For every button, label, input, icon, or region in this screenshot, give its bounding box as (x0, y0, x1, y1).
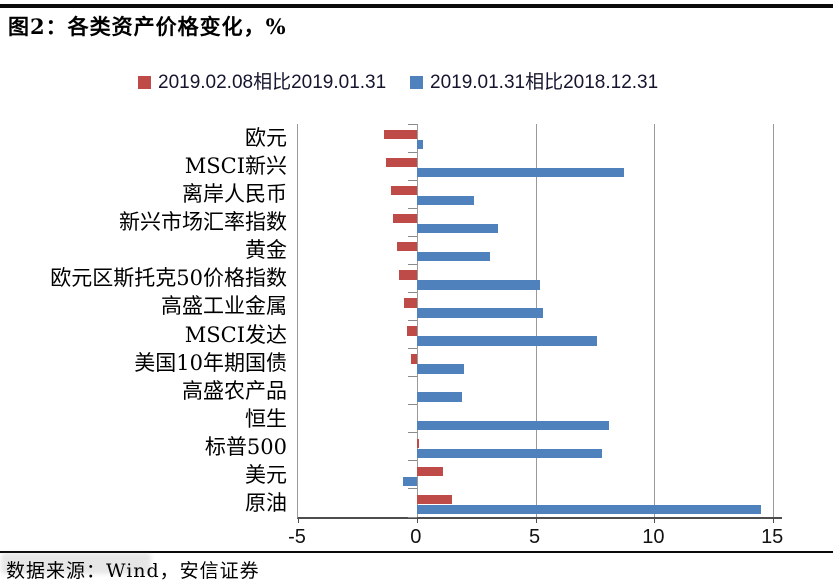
bar-blue-1 (416, 167, 624, 178)
bar-red-0 (383, 129, 417, 140)
category-axis-tick (407, 460, 417, 462)
bar-blue-2 (416, 195, 474, 206)
x-axis-tick--5 (298, 517, 299, 523)
category-axis-tick (407, 488, 417, 490)
x-axis-label-0: 0 (410, 526, 422, 548)
x-axis-label-15: 15 (761, 526, 784, 548)
bar-blue-9 (416, 392, 462, 402)
category-axis-tick (407, 179, 417, 181)
category-label: 欧元 (245, 126, 287, 150)
category-label: 标普500 (204, 434, 287, 459)
top-rule (0, 4, 833, 8)
gridline-5 (535, 124, 537, 517)
category-axis-tick (407, 432, 417, 434)
category-label: 高盛农产品 (182, 378, 287, 403)
category-label: 欧元区斯托克50价格指数 (50, 266, 287, 291)
legend-label-red: 2019.02.08相比2019.01.31 (158, 72, 387, 93)
source-note: 数据来源：Wind，安信证券 (6, 560, 260, 582)
bar-blue-6 (416, 308, 543, 318)
x-axis-tick-0 (416, 517, 418, 523)
category-axis-tick (407, 151, 417, 153)
x-axis-label-5: 5 (529, 526, 541, 548)
bar-blue-3 (416, 224, 498, 234)
gridline-10 (654, 124, 656, 517)
legend-item-red: 2019.02.08相比2019.01.31 (138, 70, 386, 96)
bar-red-7 (407, 326, 417, 336)
category-axis-tick (407, 348, 417, 350)
category-label: 新兴市场汇率指数 (119, 210, 287, 235)
bar-red-3 (393, 214, 417, 224)
category-axis-tick (407, 404, 417, 406)
legend-swatch-red-icon (138, 76, 151, 89)
category-label: 美元 (245, 462, 287, 487)
figure-title: 图2：各类资产价格变化，% (8, 14, 287, 39)
category-axis-tick (407, 207, 417, 209)
bar-blue-13 (416, 504, 762, 515)
bar-red-1 (385, 157, 417, 168)
bar-blue-5 (416, 280, 541, 290)
plot-area (297, 123, 782, 523)
category-label: 美国10年期国债 (134, 350, 287, 375)
gridline-15 (773, 124, 775, 517)
gridline-0 (416, 124, 418, 517)
bar-red-6 (403, 298, 417, 308)
x-axis-label--5: -5 (288, 526, 306, 548)
bar-blue-4 (416, 252, 491, 262)
category-label: 离岸人民币 (182, 182, 287, 207)
bar-blue-8 (416, 364, 465, 374)
category-axis-tick (407, 516, 417, 518)
category-label: 原油 (245, 490, 287, 515)
category-label: MSCI发达 (184, 322, 287, 347)
bar-red-11 (416, 438, 420, 448)
bar-blue-7 (416, 336, 598, 346)
bar-blue-0 (416, 139, 423, 150)
legend-swatch-blue-icon (410, 76, 423, 89)
x-axis-tick-10 (654, 517, 656, 523)
watermark-smudge (1, 553, 151, 574)
bar-red-2 (390, 185, 417, 196)
x-axis-tick-5 (535, 517, 537, 523)
bar-red-4 (396, 242, 417, 252)
x-axis-label-10: 10 (642, 526, 665, 548)
x-axis-tick-15 (773, 517, 775, 523)
category-axis-tick (407, 376, 417, 378)
category-axis-tick (407, 235, 417, 237)
category-label: 恒生 (245, 406, 287, 431)
bar-blue-11 (416, 448, 603, 458)
legend-label-blue: 2019.01.31相比2018.12.31 (430, 72, 659, 93)
bar-blue-10 (416, 420, 610, 430)
category-axis-tick (407, 263, 417, 265)
category-label: 黄金 (245, 238, 287, 263)
category-axis-tick (407, 123, 417, 125)
legend-item-blue: 2019.01.31相比2018.12.31 (410, 70, 658, 96)
bar-red-12 (416, 466, 443, 477)
category-axis-tick (407, 320, 417, 321)
bar-red-8 (410, 354, 417, 364)
category-label: MSCI新兴 (184, 154, 287, 179)
bar-red-13 (416, 494, 453, 505)
bar-blue-12 (402, 476, 417, 487)
category-label: 高盛工业金属 (161, 294, 287, 319)
category-axis-tick (407, 291, 417, 293)
bar-red-5 (398, 270, 417, 280)
bottom-rule (0, 551, 833, 553)
